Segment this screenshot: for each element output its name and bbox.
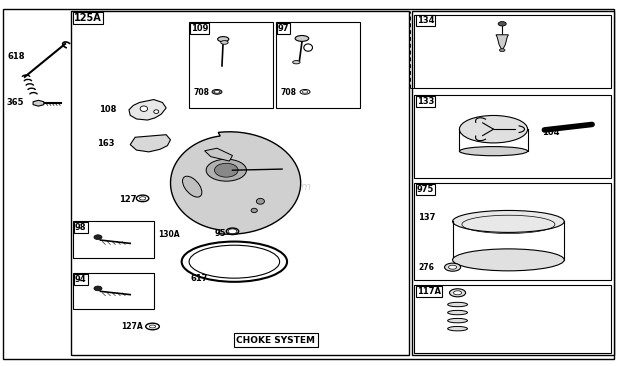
- Polygon shape: [129, 100, 166, 120]
- Text: 365: 365: [6, 98, 24, 107]
- Bar: [73, 273, 154, 309]
- Ellipse shape: [257, 198, 264, 204]
- Text: 133: 133: [417, 97, 434, 106]
- Text: 95: 95: [215, 229, 226, 238]
- Ellipse shape: [293, 61, 300, 64]
- Text: 109: 109: [191, 24, 208, 33]
- Ellipse shape: [218, 37, 229, 42]
- Bar: [414, 183, 611, 280]
- Ellipse shape: [448, 302, 467, 307]
- Text: 618: 618: [7, 52, 25, 61]
- Ellipse shape: [295, 36, 309, 41]
- Ellipse shape: [154, 110, 159, 113]
- Text: 127A: 127A: [121, 322, 143, 331]
- Ellipse shape: [454, 291, 461, 295]
- Ellipse shape: [450, 289, 466, 297]
- Text: 98: 98: [75, 223, 87, 232]
- Bar: [414, 95, 611, 178]
- Bar: [412, 11, 614, 355]
- Ellipse shape: [94, 286, 102, 291]
- Text: 108: 108: [99, 105, 117, 114]
- Ellipse shape: [448, 310, 467, 315]
- Text: 276: 276: [418, 264, 435, 272]
- Ellipse shape: [189, 245, 280, 278]
- Ellipse shape: [449, 265, 456, 269]
- Bar: [276, 22, 360, 108]
- Ellipse shape: [140, 197, 146, 200]
- Polygon shape: [130, 135, 170, 152]
- Ellipse shape: [500, 49, 505, 52]
- Text: 117A: 117A: [417, 287, 441, 296]
- Text: 125A: 125A: [74, 13, 102, 23]
- Polygon shape: [496, 35, 508, 51]
- Bar: [189, 22, 273, 108]
- Text: CHOKE SYSTEM: CHOKE SYSTEM: [236, 336, 316, 345]
- Text: 94: 94: [75, 274, 87, 284]
- Ellipse shape: [212, 89, 222, 94]
- Text: 127: 127: [119, 195, 136, 204]
- Ellipse shape: [215, 90, 219, 93]
- Text: 708: 708: [280, 88, 296, 97]
- Ellipse shape: [303, 90, 308, 93]
- Ellipse shape: [445, 263, 461, 271]
- Text: 276: 276: [422, 289, 438, 298]
- Bar: [414, 15, 611, 88]
- Polygon shape: [33, 100, 44, 106]
- Text: 617: 617: [191, 274, 208, 283]
- Ellipse shape: [448, 326, 467, 331]
- Text: 97: 97: [278, 24, 290, 33]
- Text: 137: 137: [418, 213, 436, 222]
- Ellipse shape: [453, 210, 564, 232]
- Bar: [71, 11, 409, 355]
- Text: 975: 975: [417, 185, 434, 194]
- Text: 708: 708: [193, 88, 210, 97]
- Ellipse shape: [459, 116, 528, 143]
- Ellipse shape: [215, 163, 238, 177]
- Text: eReplacementParts.com: eReplacementParts.com: [184, 182, 312, 192]
- Ellipse shape: [221, 41, 228, 44]
- Ellipse shape: [448, 318, 467, 323]
- Ellipse shape: [453, 249, 564, 271]
- Ellipse shape: [182, 176, 202, 197]
- Ellipse shape: [94, 235, 102, 240]
- Text: 130A: 130A: [158, 230, 180, 239]
- Text: 134: 134: [417, 16, 434, 26]
- Ellipse shape: [459, 147, 528, 156]
- Text: 163: 163: [97, 139, 115, 148]
- Ellipse shape: [498, 22, 506, 26]
- Text: 104: 104: [542, 128, 560, 137]
- Ellipse shape: [228, 229, 237, 234]
- Ellipse shape: [149, 325, 156, 328]
- Bar: [73, 221, 154, 258]
- Ellipse shape: [251, 208, 257, 213]
- Ellipse shape: [140, 106, 148, 111]
- Polygon shape: [205, 148, 232, 161]
- Ellipse shape: [206, 159, 246, 181]
- Bar: [414, 285, 611, 353]
- Polygon shape: [170, 132, 301, 234]
